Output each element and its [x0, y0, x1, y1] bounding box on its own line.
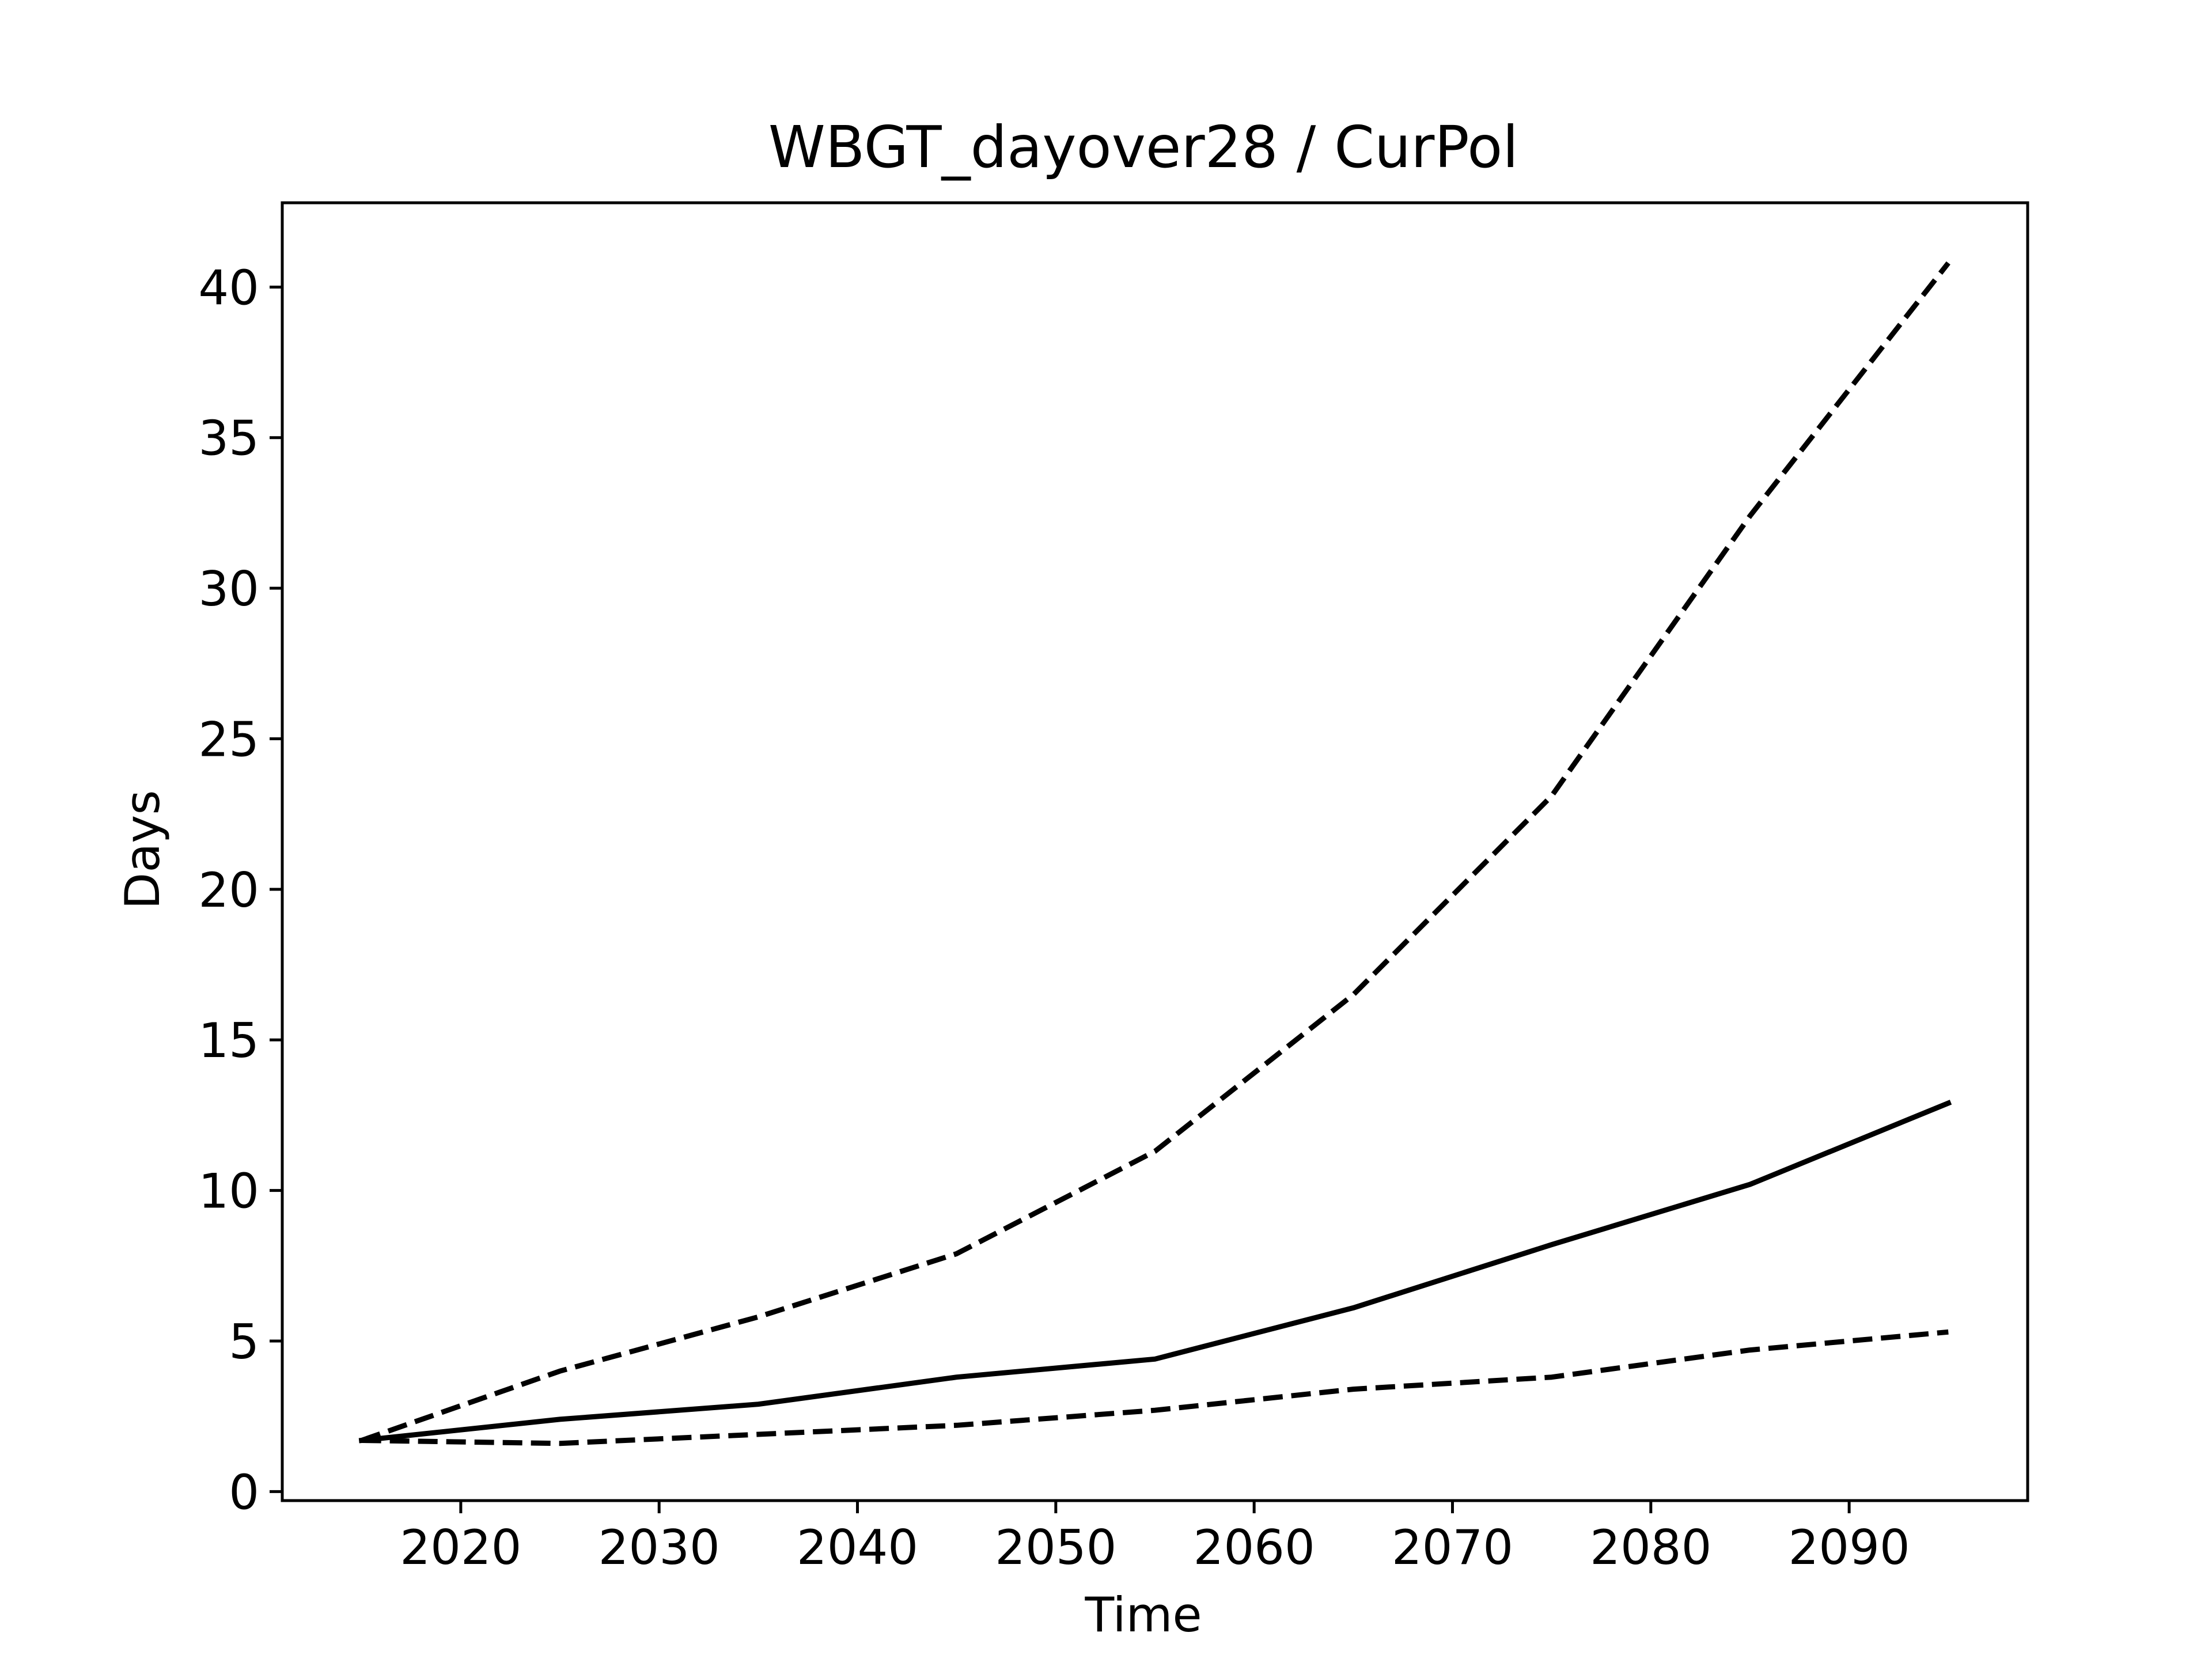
x-tick-label: 2060: [1194, 1520, 1315, 1575]
x-axis: 2020 2030 2040 2050 2060 2070 2080 2090: [400, 1501, 1910, 1575]
y-axis-label: Days: [115, 790, 171, 909]
x-tick-label: 2080: [1590, 1520, 1711, 1575]
y-axis: 0 5 10 15 20 25 30 35 40: [198, 260, 282, 1520]
series-line-1: [358, 1100, 1952, 1444]
y-tick-label: 0: [229, 1464, 259, 1520]
y-tick-label: 5: [229, 1314, 259, 1370]
y-tick-label: 20: [198, 862, 259, 918]
x-tick-label: 2020: [400, 1520, 521, 1575]
y-tick-label: 30: [198, 561, 259, 617]
x-tick-label: 2070: [1392, 1520, 1513, 1575]
y-tick-label: 10: [198, 1164, 259, 1219]
x-tick-label: 2040: [797, 1520, 918, 1575]
plot-area-frame: [281, 201, 2029, 1502]
y-tick-label: 40: [198, 260, 259, 316]
x-tick-label: 2050: [995, 1520, 1116, 1575]
y-tick-label: 15: [198, 1013, 259, 1069]
y-tick-label: 35: [198, 411, 259, 467]
x-tick-label: 2030: [599, 1520, 720, 1575]
series-layer: [358, 261, 1952, 1446]
series-line-3: [361, 1329, 1949, 1446]
y-tick-label: 25: [198, 711, 259, 767]
x-tick-label: 2090: [1788, 1520, 1910, 1575]
x-axis-label: Time: [1084, 1587, 1202, 1643]
chart-title: WBGT_dayover28 / CurPol: [768, 113, 1518, 181]
series-line-2: [361, 261, 1950, 1443]
